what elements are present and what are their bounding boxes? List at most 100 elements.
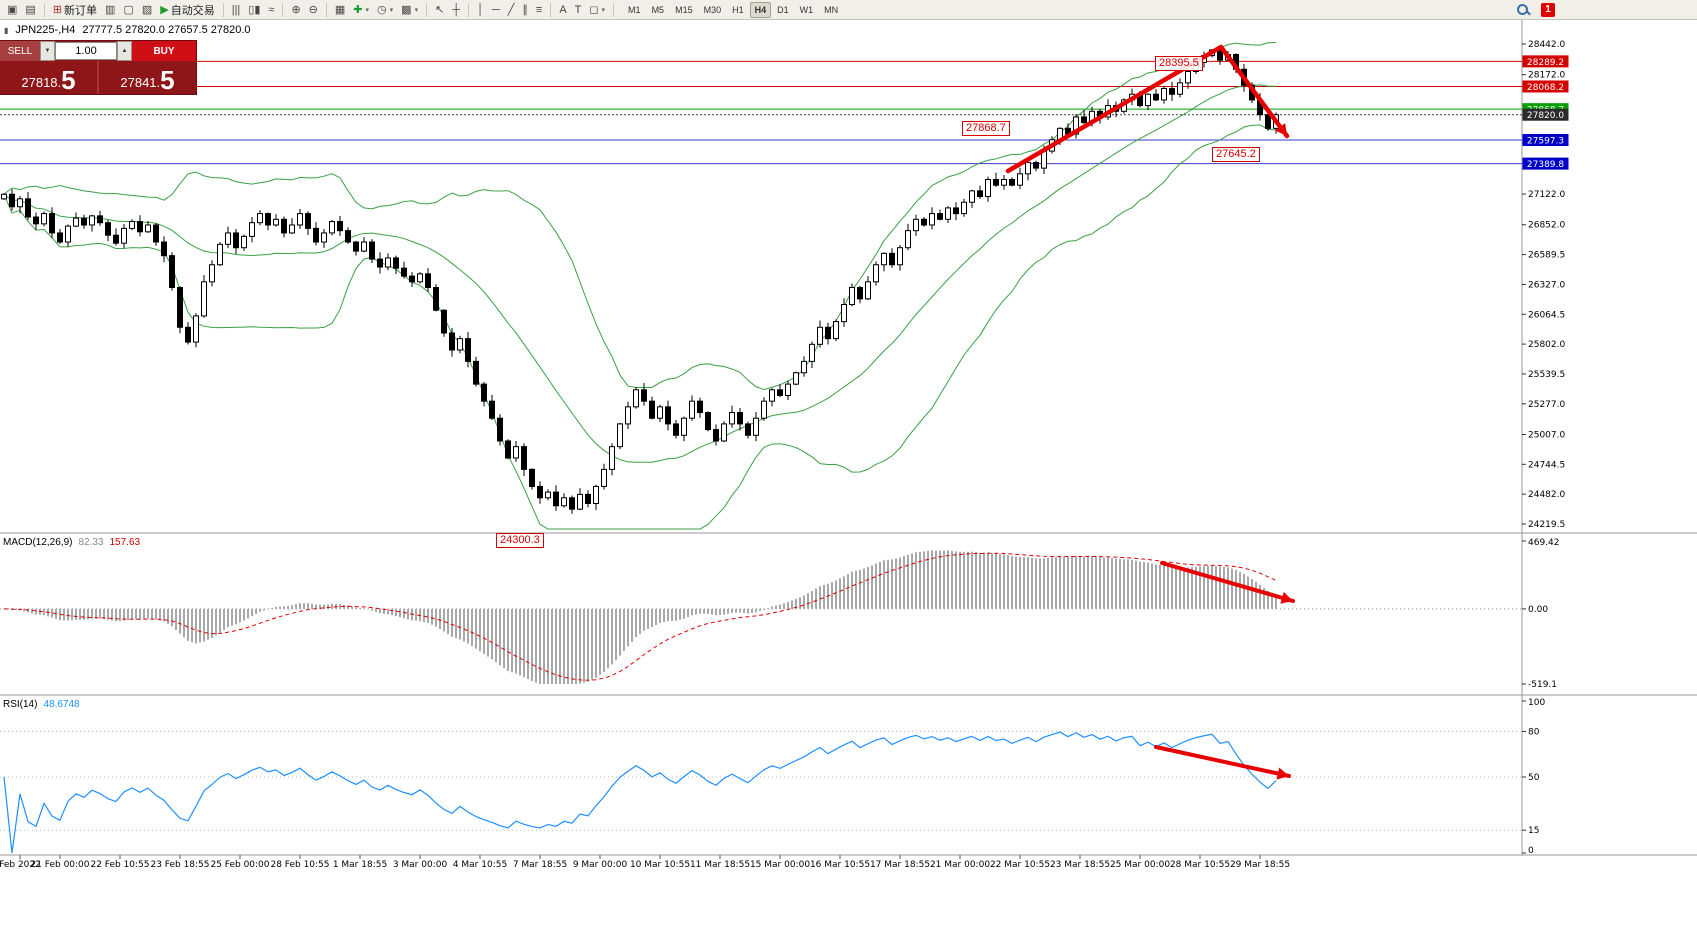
svg-text:28 Mar 10:55: 28 Mar 10:55 [1170,860,1230,870]
tile-windows-icon[interactable]: ▦ [332,2,348,18]
trade-widget-controls: SELL ▼ ▲ BUY [0,41,196,61]
label-icon[interactable]: T [572,2,585,18]
svg-text:22 Mar 10:55: 22 Mar 10:55 [990,860,1050,870]
bollinger-bands [3,42,1277,530]
line-chart-icon: ≈ [268,3,275,16]
text-icon: A [559,3,567,16]
svg-text:21 Mar 00:00: 21 Mar 00:00 [930,860,990,870]
buy-price-button[interactable]: 27841. 5 [99,61,196,94]
cursor-icon: ↖ [435,3,445,16]
price-tag [1522,157,1569,170]
auto-trading-button[interactable]: ▶ 自动交易 [157,2,217,18]
one-click-trading-widget: SELL ▼ ▲ BUY 27818.5 27841.5 [0,41,196,94]
hline-28289.2[interactable]: 28289.2 [0,55,1569,68]
timeframe-w1[interactable]: W1 [799,4,814,15]
templates-icon[interactable]: ▩ ▾ [398,2,421,18]
annotation-27645.2[interactable]: 27645.2 [1212,147,1260,162]
hline-27597.3[interactable]: 27597.3 [0,134,1569,147]
buy-button[interactable]: BUY [132,41,196,61]
svg-text:21 Feb 00:00: 21 Feb 00:00 [30,860,89,870]
market-watch-icon: ▥ [105,3,116,16]
bar-chart-icon[interactable]: ||| [229,2,244,18]
macd-panel [0,550,1522,684]
periods-icon[interactable]: ◷ ▾ [374,2,396,18]
zoom-out-icon[interactable]: ⊖ [306,2,321,18]
hline-27389.8[interactable]: 27389.8 [0,157,1569,171]
timeframe-h1[interactable]: H1 [732,4,744,15]
channel-icon[interactable]: ∥ [519,2,531,18]
bollinger-lower [3,124,1277,530]
line-chart-icon[interactable]: ≈ [265,2,277,18]
search-button[interactable] [1513,2,1533,18]
svg-text:4 Mar 10:55: 4 Mar 10:55 [453,860,507,870]
toolbar-right-group: 1 [1513,2,1693,18]
toolbar-separator [43,2,45,17]
dropdown-caret-icon: ▾ [601,6,606,14]
zoom-in-icon[interactable]: ⊕ [288,2,303,18]
cursor-icon[interactable]: ↖ [432,2,447,18]
macd-signal-value: 157.63 [109,537,141,548]
chart-window-icon[interactable]: ▣ [4,2,20,18]
crosshair-icon[interactable]: ┼ [449,2,463,18]
timeframe-m1[interactable]: M1 [628,4,641,15]
bollinger-upper [3,42,1277,391]
price-axis: 28442.0 28172.0 27122.0 26852.0 26589.5 26327… [1522,40,1565,856]
svg-text:28172.0: 28172.0 [1528,71,1565,81]
rsi-indicator-label: RSI(14) 48.6748 [3,699,80,710]
timeframe-m15[interactable]: M15 [675,4,693,15]
vertical-line-icon[interactable]: │ [474,2,487,18]
volume-input[interactable] [55,42,117,60]
timeframe-d1[interactable]: D1 [777,4,789,15]
svg-text:1 Mar 18:55: 1 Mar 18:55 [333,860,387,870]
chart-canvas[interactable]: 28289.2 28068.2 27868.7 27820.0 27597.3 27389… [0,20,1697,946]
trendline-icon[interactable]: ╱ [505,2,518,18]
svg-text:17 Mar 18:55: 17 Mar 18:55 [870,860,930,870]
svg-text:27122.0: 27122.0 [1528,190,1565,200]
svg-text:25 Mar 00:00: 25 Mar 00:00 [1110,860,1170,870]
svg-text:26589.5: 26589.5 [1528,251,1565,261]
navigator-icon[interactable]: ▧ [139,2,155,18]
timeframe-m30[interactable]: M30 [703,4,722,15]
fibonacci-icon[interactable]: ≡ [533,2,545,18]
volume-decrease-button[interactable]: ▼ [40,41,55,61]
volume-increase-button[interactable]: ▲ [117,41,132,61]
svg-text:22 Feb 10:55: 22 Feb 10:55 [90,860,149,870]
toolbar-separator [550,2,552,17]
candles [1,49,1279,514]
svg-text:26852.0: 26852.0 [1528,221,1565,231]
rsi-value: 48.6748 [43,699,80,710]
horizontal-line-icon[interactable]: ─ [489,2,503,18]
svg-text:28068.2: 28068.2 [1527,83,1564,93]
new-order-button-label: 新订单 [64,4,98,17]
svg-text:15: 15 [1528,826,1539,836]
sell-price-button[interactable]: 27818. 5 [0,61,97,94]
svg-text:26064.5: 26064.5 [1528,310,1565,320]
market-watch-icon[interactable]: ▥ [102,2,118,18]
profiles-icon[interactable]: ▤ [22,2,38,18]
annotation-24300.3[interactable]: 24300.3 [496,533,544,548]
data-window-icon[interactable]: ▢ [120,2,136,18]
sell-button[interactable]: SELL [0,41,40,61]
shapes-icon[interactable]: ◻ ▾ [586,2,608,18]
dropdown-caret-icon: ▾ [414,6,419,14]
indicators-icon[interactable]: ✚ ▾ [350,2,372,18]
text-icon[interactable]: A [556,2,569,18]
annotation-28395.5[interactable]: 28395.5 [1155,56,1203,71]
search-icon [1516,3,1530,17]
svg-text:27820.0: 27820.0 [1527,111,1564,121]
notification-badge[interactable]: 1 [1541,2,1555,17]
bar-chart-icon: ||| [231,3,241,16]
svg-text:469.42: 469.42 [1528,538,1560,548]
timeframe-mn[interactable]: MN [824,4,839,15]
label-icon: T [574,3,582,16]
toolbar-separator [613,2,615,17]
shapes-icon: ◻ [589,3,599,16]
annotation-27868.7[interactable]: 27868.7 [962,121,1010,136]
svg-text:27389.8: 27389.8 [1527,160,1564,170]
candlestick-chart-icon[interactable]: ▯▮ [245,2,263,18]
timeframe-m5[interactable]: M5 [651,4,665,15]
svg-text:15 Mar 00:00: 15 Mar 00:00 [750,860,810,870]
timeframe-h4[interactable]: H4 [749,1,772,18]
new-order-button[interactable]: ⊞ 新订单 [50,2,100,18]
panel-frames [0,20,1697,856]
